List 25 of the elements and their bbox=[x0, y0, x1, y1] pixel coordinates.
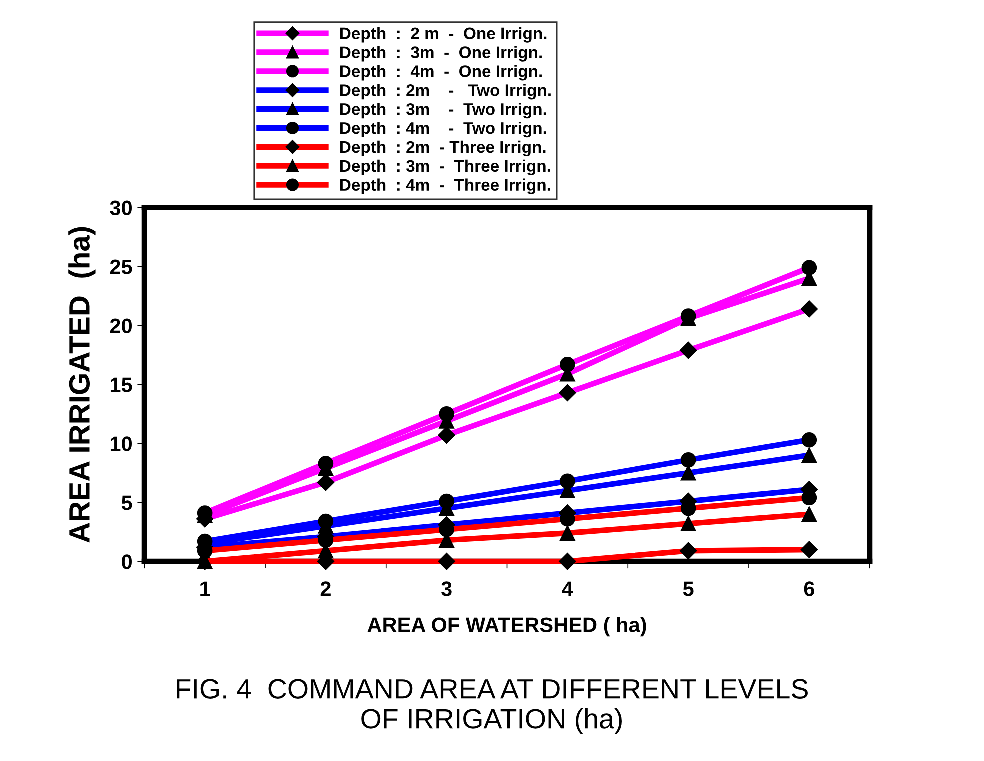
legend-label: Depth : 4m - Three Irrign. bbox=[340, 178, 550, 194]
legend-label: Depth : 2m - Two Irrign. bbox=[340, 84, 551, 100]
y-tick-label: 20 bbox=[110, 318, 132, 334]
legend-label: Depth : 3m - Two Irrign. bbox=[340, 103, 546, 119]
y-axis-title: AREA IRRIGATED (ha) bbox=[68, 227, 96, 543]
y-tick-label: 5 bbox=[122, 496, 132, 510]
x-tick-label: 2 bbox=[320, 582, 331, 596]
x-tick-label: 3 bbox=[442, 582, 452, 596]
y-tick-label: 10 bbox=[110, 436, 132, 452]
x-tick-label: 1 bbox=[200, 582, 210, 596]
legend-label: Depth : 4m - Two Irrign. bbox=[340, 122, 546, 138]
legend-label: Depth : 2 m - One Irrign. bbox=[340, 27, 547, 43]
x-tick-label: 5 bbox=[683, 582, 694, 596]
text: FIG. 4 COMMAND AREA AT DIFFERENT LEVELS OF IRRIGATION (ha) bbox=[177, 679, 808, 734]
y-tick-label: 15 bbox=[110, 378, 132, 392]
legend-label: Depth : 3m - Three Irrign. bbox=[340, 160, 550, 176]
x-tick-label: 6 bbox=[804, 582, 814, 596]
legend-label: Depth : 2m - Three Irrign. bbox=[340, 140, 546, 157]
y-tick-label: 0 bbox=[122, 554, 132, 570]
legend-label: Depth : 3m - One Irrign. bbox=[340, 46, 542, 62]
x-axis-title: AREA OF WATERSHED ( ha) bbox=[368, 617, 646, 637]
y-tick-label: 30 bbox=[110, 200, 132, 216]
x-tick-label: 4 bbox=[562, 582, 574, 596]
legend-label: Depth : 4m - One Irrign. bbox=[340, 65, 542, 81]
y-tick-label: 25 bbox=[110, 260, 132, 274]
